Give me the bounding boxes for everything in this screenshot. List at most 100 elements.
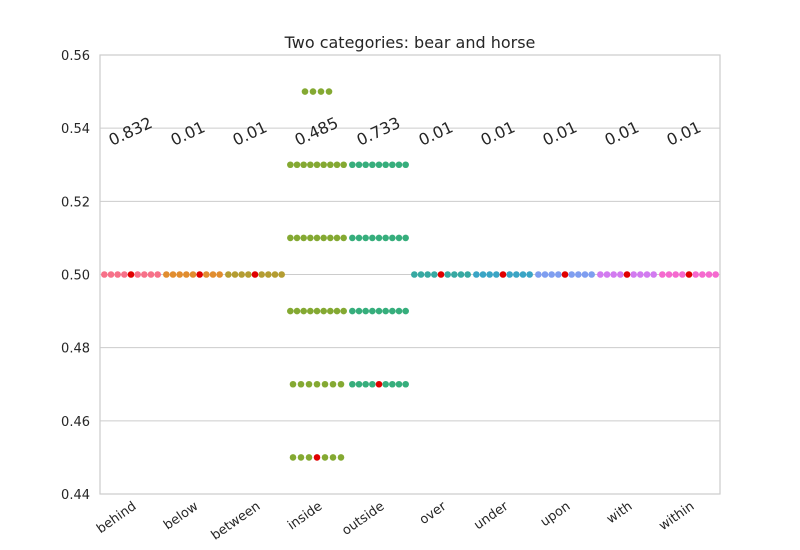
highlight-point — [127, 271, 135, 278]
data-point — [349, 161, 356, 169]
data-point — [300, 234, 307, 242]
data-point — [309, 88, 317, 95]
data-point — [355, 307, 363, 315]
data-point — [369, 234, 376, 242]
data-point — [369, 161, 376, 169]
data-point — [307, 161, 314, 169]
data-point — [293, 307, 301, 315]
data-point — [637, 271, 644, 278]
value-annotation: 0.01 — [664, 117, 704, 149]
data-point — [659, 271, 666, 278]
highlight-point — [623, 271, 631, 278]
data-point — [320, 234, 327, 242]
data-point — [313, 380, 321, 388]
data-point — [402, 380, 409, 388]
y-tick-label: 0.50 — [61, 269, 90, 284]
x-tick-label: between — [209, 499, 264, 544]
data-point — [699, 271, 706, 278]
y-tick-label: 0.52 — [61, 195, 90, 210]
data-point — [712, 271, 719, 278]
data-point — [431, 271, 438, 278]
data-point — [692, 271, 699, 278]
x-tick-label: outside — [339, 499, 387, 539]
data-point — [650, 271, 657, 278]
data-point — [597, 271, 604, 278]
x-tick-label: with — [604, 499, 635, 527]
data-point — [382, 161, 389, 169]
x-tick-label: behind — [94, 499, 139, 537]
x-tick-label: below — [161, 499, 201, 534]
data-point — [320, 307, 327, 315]
data-point — [395, 161, 403, 169]
data-point — [679, 271, 686, 278]
data-point — [333, 161, 341, 169]
data-point — [451, 271, 458, 278]
highlight-point — [251, 271, 259, 278]
data-point — [297, 454, 305, 461]
value-annotation: 0.01 — [230, 117, 270, 149]
data-point — [289, 454, 297, 461]
data-point — [362, 234, 369, 242]
value-annotation: 0.01 — [540, 117, 580, 149]
data-point — [141, 271, 148, 278]
x-tick-label: under — [471, 499, 511, 534]
data-point — [238, 271, 245, 278]
data-point — [349, 307, 356, 315]
chart-title: Two categories: bear and horse — [284, 33, 536, 52]
data-point — [493, 271, 500, 278]
data-point — [297, 380, 305, 388]
data-point — [555, 271, 562, 278]
data-point — [225, 271, 232, 278]
data-point — [705, 271, 713, 278]
x-tick-label: within — [656, 499, 697, 534]
data-point — [382, 307, 389, 315]
data-point — [203, 271, 210, 278]
data-point — [375, 234, 383, 242]
y-tick-label: 0.48 — [61, 342, 90, 357]
data-point — [340, 161, 347, 169]
data-point — [464, 271, 471, 278]
data-point — [209, 271, 217, 278]
y-tick-label: 0.56 — [61, 49, 90, 64]
data-point — [327, 161, 334, 169]
data-point — [457, 271, 465, 278]
data-point — [313, 234, 321, 242]
data-point — [395, 234, 403, 242]
data-point — [486, 271, 493, 278]
data-point — [287, 161, 294, 169]
data-point — [289, 380, 297, 388]
data-point — [287, 234, 294, 242]
data-point — [163, 271, 170, 278]
data-point — [444, 271, 451, 278]
highlight-point — [196, 271, 203, 278]
data-point — [581, 271, 589, 278]
data-point — [327, 234, 334, 242]
data-point — [362, 161, 369, 169]
data-point — [389, 307, 396, 315]
data-point — [362, 380, 369, 388]
highlight-point — [375, 380, 383, 388]
y-tick-labels: 0.44 0.46 0.48 0.50 0.52 0.54 0.56 — [61, 49, 90, 503]
data-point — [506, 271, 513, 278]
highlight-point — [685, 271, 693, 278]
data-point — [541, 271, 549, 278]
highlight-point — [313, 454, 321, 461]
highlight-point — [437, 271, 445, 278]
data-point — [375, 307, 383, 315]
data-point — [245, 271, 252, 278]
y-tick-label: 0.54 — [61, 122, 90, 137]
data-point — [293, 234, 301, 242]
plot-frame — [99, 54, 721, 495]
data-point — [568, 271, 575, 278]
x-tick-labels: behind below between inside outside over under… — [94, 499, 697, 544]
x-tick-label: inside — [285, 499, 325, 533]
data-point — [329, 454, 337, 461]
data-point — [369, 380, 376, 388]
data-point — [395, 380, 403, 388]
data-points — [101, 88, 719, 461]
data-point — [575, 271, 582, 278]
data-point — [417, 271, 425, 278]
data-point — [154, 271, 161, 278]
data-point — [402, 307, 409, 315]
data-point — [317, 88, 325, 95]
